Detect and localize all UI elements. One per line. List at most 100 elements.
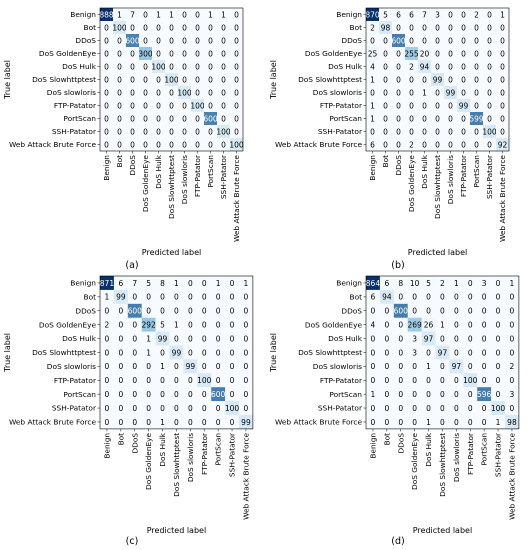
heatmap-cell — [491, 387, 506, 402]
cell-value-label: 0 — [146, 376, 151, 385]
confusion-matrix-panel-3: 871 6 7 5 8 1 0 0 1 0 11 99 0 0 0 0 0 0 0 0 00 0 600 0 0 0 0 0 0 0 02 0… — [3, 275, 254, 547]
cell-value-label: 0 — [454, 418, 459, 427]
cell-value-label: 0 — [118, 390, 123, 399]
confusion-matrix-panel-1: 888 1 7 0 1 1 0 0 1 1 00 100 0 0 0 0 0 0 0 0 00 0 600 0 0 0 0 0 0 0 00… — [3, 7, 244, 271]
x-tick-label: DDoS — [130, 433, 139, 454]
cell-value-label: 94 — [382, 293, 392, 302]
cell-value-label: 0 — [496, 348, 501, 357]
cell-value-label: 3 — [482, 279, 487, 288]
heatmap-cell — [197, 331, 212, 346]
heatmap-cell — [405, 138, 419, 152]
cell-value-label: 0 — [156, 49, 161, 58]
heatmap-cell — [113, 21, 127, 35]
cell-value-label: 0 — [482, 293, 487, 302]
cell-value-label: 0 — [234, 62, 239, 71]
heatmap-cell — [449, 289, 464, 305]
cell-value-label: 600 — [125, 36, 140, 45]
heatmap-cell — [470, 138, 484, 152]
heatmap-cell — [211, 289, 226, 305]
cell-value-label: 0 — [384, 334, 389, 343]
heatmap-cell — [178, 86, 192, 100]
cell-value-label: 0 — [132, 320, 137, 329]
heatmap-cell — [444, 34, 458, 48]
cell-value-label: 1 — [454, 279, 459, 288]
cell-value-label: 0 — [169, 101, 174, 110]
heatmap-cell — [366, 112, 380, 126]
heatmap-cell — [100, 73, 114, 87]
heatmap-cell — [379, 34, 393, 48]
heatmap-cell — [100, 8, 114, 22]
heatmap-cell — [113, 86, 127, 100]
heatmap-cell — [169, 387, 184, 402]
heatmap-cell — [366, 73, 380, 87]
cell-value-label: 0 — [208, 140, 213, 149]
cell-value-label: 1 — [146, 334, 151, 343]
heatmap-cell — [191, 34, 205, 48]
heatmap-cell — [444, 21, 458, 35]
heatmap-cell — [197, 401, 212, 416]
cell-value-label: 0 — [435, 62, 440, 71]
heatmap-cell — [204, 125, 218, 139]
heatmap-cell — [470, 73, 484, 87]
heatmap-cell — [204, 47, 218, 61]
x-tick-label: DoS GoldenEye — [144, 432, 153, 490]
cell-value-label: 0 — [132, 334, 137, 343]
heatmap-cell — [230, 138, 244, 152]
cell-value-label: 0 — [412, 418, 417, 427]
heatmap-cell — [165, 73, 179, 87]
cell-value-label: 0 — [474, 140, 479, 149]
cell-value-label: 0 — [216, 293, 221, 302]
heatmap-cell — [152, 138, 166, 152]
cell-value-label: 1 — [160, 418, 165, 427]
panel-label: (d) — [391, 536, 404, 547]
heatmap-cell — [139, 73, 153, 87]
cell-value-label: 0 — [174, 307, 179, 316]
y-tick-label: DoS slowloris — [47, 88, 96, 97]
heatmap-cell — [483, 112, 497, 126]
cell-value-label: 5 — [383, 10, 388, 19]
cell-value-label: 0 — [188, 348, 193, 357]
cell-value-label: 0 — [482, 404, 487, 413]
cell-value-label: 0 — [244, 404, 249, 413]
cell-value-label: 6 — [371, 293, 376, 302]
heatmap-cell — [204, 34, 218, 48]
y-tick-label: DoS Slowhttptest — [32, 348, 96, 357]
cell-value-label: 0 — [454, 390, 459, 399]
heatmap-cell — [483, 73, 497, 87]
heatmap-cell — [126, 8, 140, 22]
cell-value-label: 0 — [182, 75, 187, 84]
heatmap-cell — [483, 138, 497, 152]
heatmap-cell — [197, 345, 212, 360]
cell-value-label: 0 — [409, 88, 414, 97]
heatmap-cell — [100, 289, 115, 305]
y-axis-title: True label — [3, 60, 12, 100]
heatmap-cell — [100, 60, 114, 74]
cell-value-label: 0 — [435, 140, 440, 149]
cell-value-label: 0 — [118, 362, 123, 371]
cell-value-label: 0 — [435, 127, 440, 136]
heatmap-cell — [169, 373, 184, 388]
x-tick-label: Web Attack Brute Force — [232, 155, 241, 242]
y-tick-label: PortScan — [63, 114, 96, 123]
heatmap-cell — [139, 47, 153, 61]
heatmap-cell — [141, 401, 156, 416]
heatmap-cell — [225, 276, 240, 291]
cell-value-label: 0 — [104, 114, 109, 123]
cell-value-label: 0 — [244, 307, 249, 316]
cell-value-label: 0 — [104, 140, 109, 149]
cell-value-label: 0 — [398, 418, 403, 427]
y-tick-label: DDoS — [341, 36, 362, 45]
cell-value-label: 0 — [448, 101, 453, 110]
cell-value-label: 864 — [366, 279, 381, 288]
cell-value-label: 0 — [244, 376, 249, 385]
heatmap-cell — [230, 21, 244, 35]
cell-value-label: 888 — [99, 10, 114, 19]
heatmap-cell — [225, 387, 240, 402]
cell-value-label: 1 — [371, 390, 376, 399]
cell-value-label: 0 — [244, 293, 249, 302]
cell-value-label: 0 — [384, 376, 389, 385]
cell-value-label: 0 — [461, 10, 466, 19]
cell-value-label: 0 — [468, 307, 473, 316]
heatmap-cell — [139, 60, 153, 74]
y-tick-label: SSH-Patator — [52, 404, 97, 413]
